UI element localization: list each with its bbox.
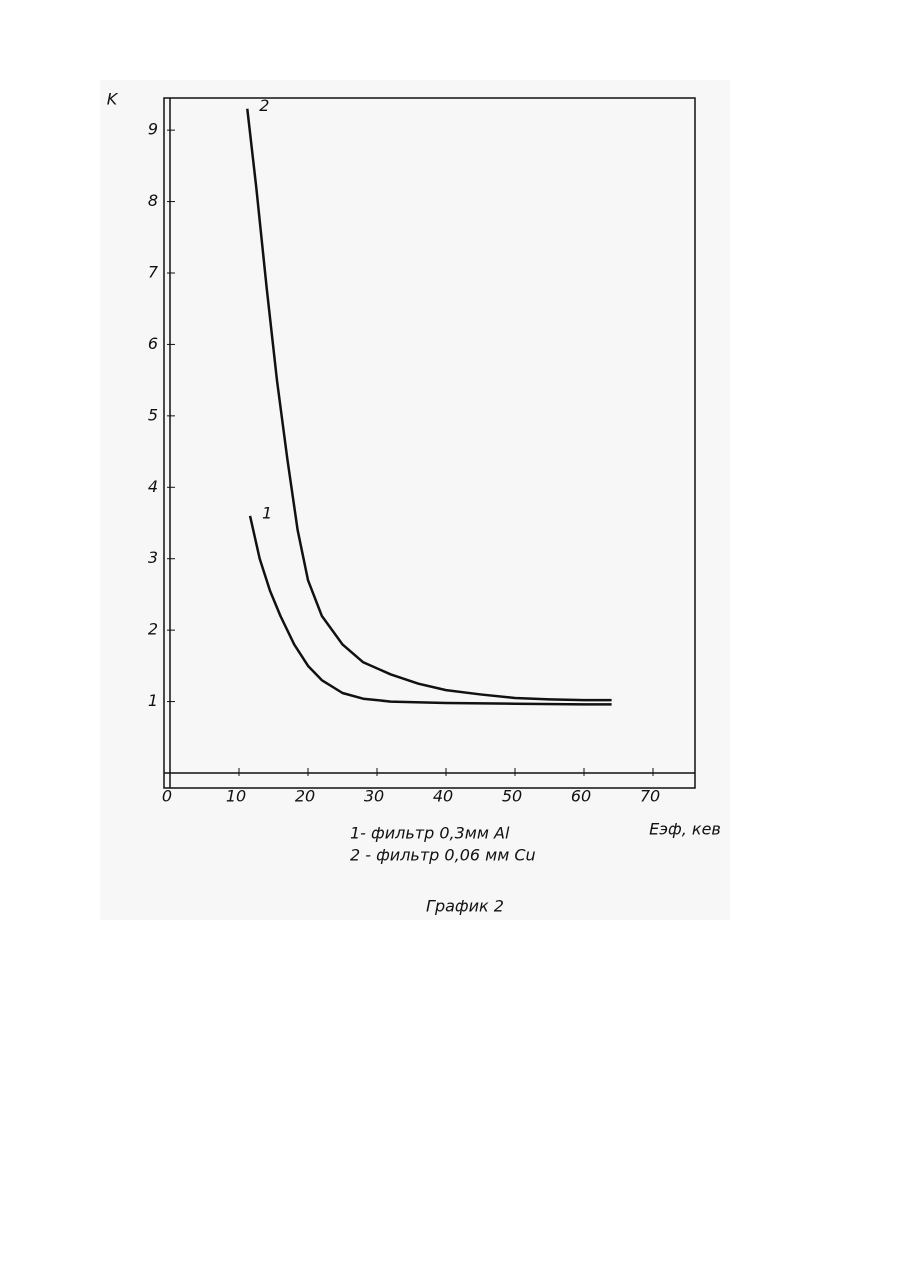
- y-tick-label: 4: [148, 477, 158, 496]
- x-tick-label: 0: [162, 787, 172, 806]
- y-tick-label: 2: [148, 620, 158, 639]
- page: K Eэф, кев График 2 0 10 20 30 40 50 60 70 1 2 3 4 5…: [0, 0, 901, 1273]
- y-tick-label: 6: [148, 334, 158, 353]
- legend-entry: 1- фильтр 0,3мм Al: [350, 824, 510, 843]
- y-tick-label: 7: [148, 263, 159, 282]
- curve-label: 2: [259, 96, 269, 115]
- scan-area: [100, 80, 730, 920]
- x-tick-label: 20: [295, 787, 315, 806]
- y-tick-label: 3: [148, 548, 158, 567]
- x-tick-label: 30: [364, 787, 384, 806]
- y-tick-label: 1: [148, 691, 158, 710]
- y-tick-label: 9: [148, 120, 158, 139]
- x-tick-label: 50: [502, 787, 522, 806]
- y-tick-label: 5: [148, 405, 158, 424]
- x-tick-label: 10: [226, 787, 246, 806]
- legend-entry: 2 - фильтр 0,06 мм Cu: [350, 846, 536, 865]
- y-tick-label: 8: [148, 191, 158, 210]
- x-axis-label: Eэф, кев: [649, 820, 721, 839]
- chart: K Eэф, кев График 2 0 10 20 30 40 50 60 70 1 2 3 4 5…: [0, 0, 901, 1273]
- curve-label: 1: [262, 503, 272, 522]
- y-axis-label: K: [107, 90, 119, 109]
- chart-title: График 2: [426, 897, 504, 916]
- x-tick-label: 60: [571, 787, 591, 806]
- x-tick-label: 70: [640, 787, 660, 806]
- x-tick-label: 40: [433, 787, 453, 806]
